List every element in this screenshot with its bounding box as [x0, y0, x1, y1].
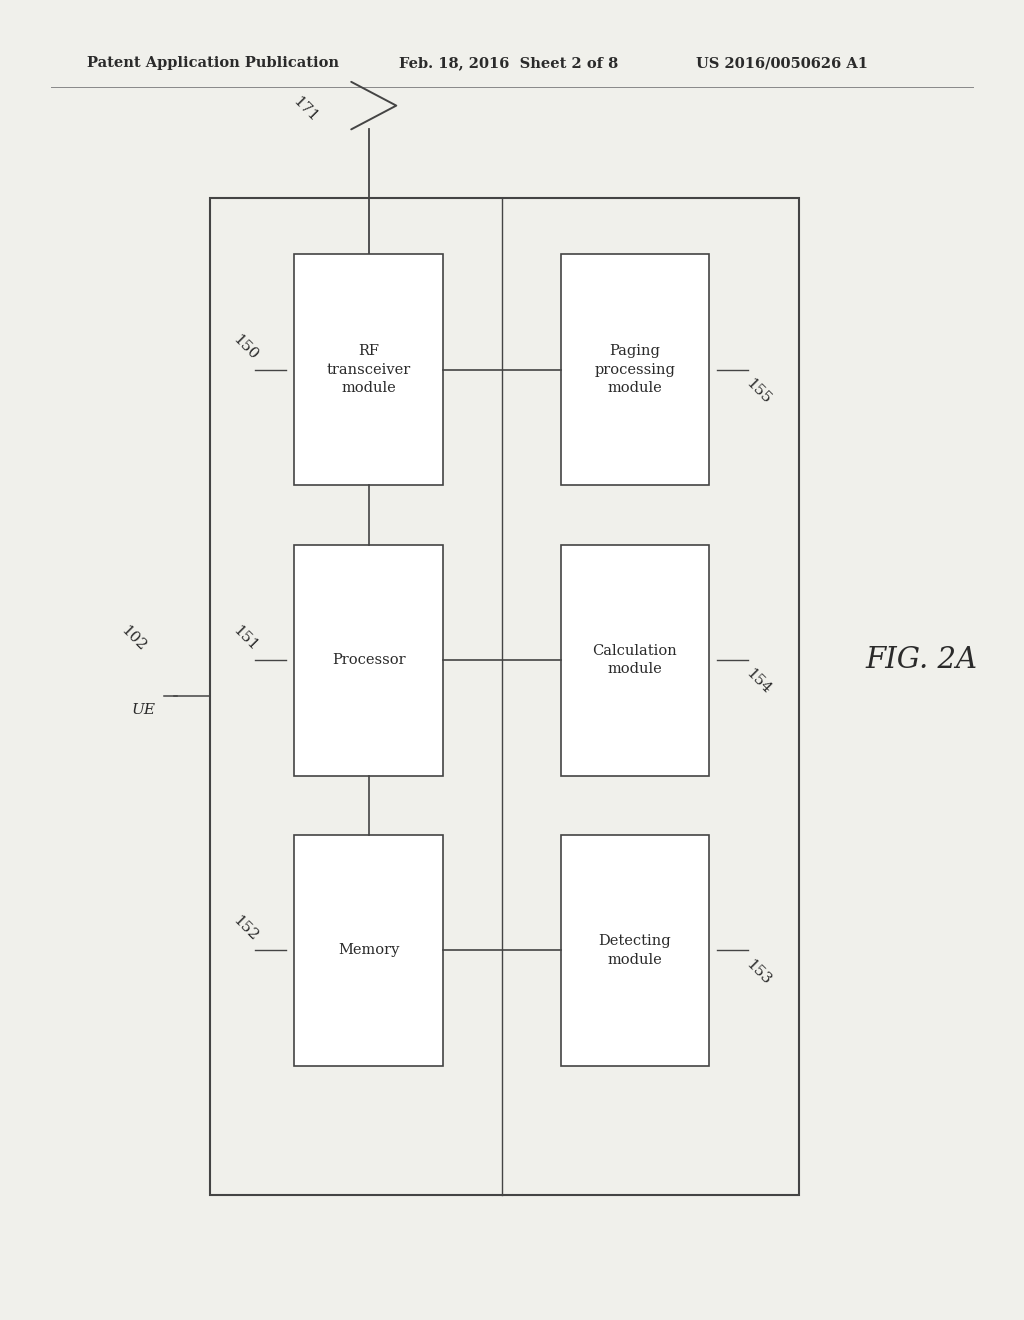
Text: 153: 153 [743, 957, 774, 987]
Text: Memory: Memory [338, 944, 399, 957]
Text: US 2016/0050626 A1: US 2016/0050626 A1 [696, 57, 868, 70]
Text: UE: UE [131, 702, 156, 717]
Text: Processor: Processor [332, 653, 406, 667]
Text: Detecting
module: Detecting module [599, 935, 671, 966]
Text: 154: 154 [743, 667, 774, 697]
Text: Paging
processing
module: Paging processing module [595, 345, 675, 395]
Bar [561, 834, 709, 1067]
Text: RF
transceiver
module: RF transceiver module [327, 345, 411, 395]
Text: Feb. 18, 2016  Sheet 2 of 8: Feb. 18, 2016 Sheet 2 of 8 [399, 57, 618, 70]
Text: 150: 150 [229, 333, 260, 363]
Bar [295, 255, 442, 486]
Bar [295, 545, 442, 776]
Text: Calculation
module: Calculation module [593, 644, 677, 676]
Bar [295, 834, 442, 1067]
Bar [561, 255, 709, 486]
Text: FIG. 2A: FIG. 2A [865, 645, 978, 675]
Text: 151: 151 [229, 623, 260, 653]
Text: 155: 155 [743, 376, 774, 407]
Bar [561, 545, 709, 776]
Text: 152: 152 [229, 913, 260, 944]
Text: 102: 102 [118, 623, 148, 653]
Bar [210, 198, 799, 1195]
Text: 171: 171 [290, 94, 321, 124]
Text: Patent Application Publication: Patent Application Publication [87, 57, 339, 70]
